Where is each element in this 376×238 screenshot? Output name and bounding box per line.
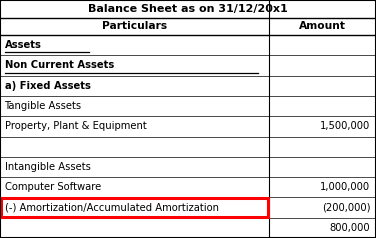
Bar bbox=[0, 55, 376, 76]
Text: (-) Amortization/Accumulated Amortization: (-) Amortization/Accumulated Amortizatio… bbox=[5, 203, 218, 213]
Text: Assets: Assets bbox=[5, 40, 41, 50]
Bar bbox=[0, 137, 376, 157]
Bar bbox=[0, 18, 376, 35]
Bar bbox=[0, 116, 376, 137]
Text: Particulars: Particulars bbox=[102, 21, 167, 31]
Text: 800,000: 800,000 bbox=[330, 223, 370, 233]
Text: Amount: Amount bbox=[299, 21, 346, 31]
Text: Computer Software: Computer Software bbox=[5, 182, 101, 192]
Bar bbox=[0, 35, 376, 55]
Bar bbox=[0, 197, 376, 218]
Text: (200,000): (200,000) bbox=[322, 203, 370, 213]
Text: 1,500,000: 1,500,000 bbox=[320, 121, 370, 131]
Bar bbox=[0, 0, 376, 18]
Bar bbox=[0, 218, 376, 238]
Text: Property, Plant & Equipment: Property, Plant & Equipment bbox=[5, 121, 146, 131]
Bar bbox=[0, 157, 376, 177]
Bar bbox=[1, 198, 268, 217]
Bar bbox=[0, 76, 376, 96]
Bar bbox=[0, 177, 376, 197]
Text: Non Current Assets: Non Current Assets bbox=[5, 60, 114, 70]
Text: Tangible Assets: Tangible Assets bbox=[5, 101, 82, 111]
Bar bbox=[0, 96, 376, 116]
Text: a) Fixed Assets: a) Fixed Assets bbox=[5, 81, 90, 91]
Text: Balance Sheet as on 31/12/20x1: Balance Sheet as on 31/12/20x1 bbox=[88, 4, 288, 14]
Text: Intangible Assets: Intangible Assets bbox=[5, 162, 90, 172]
Text: 1,000,000: 1,000,000 bbox=[320, 182, 370, 192]
